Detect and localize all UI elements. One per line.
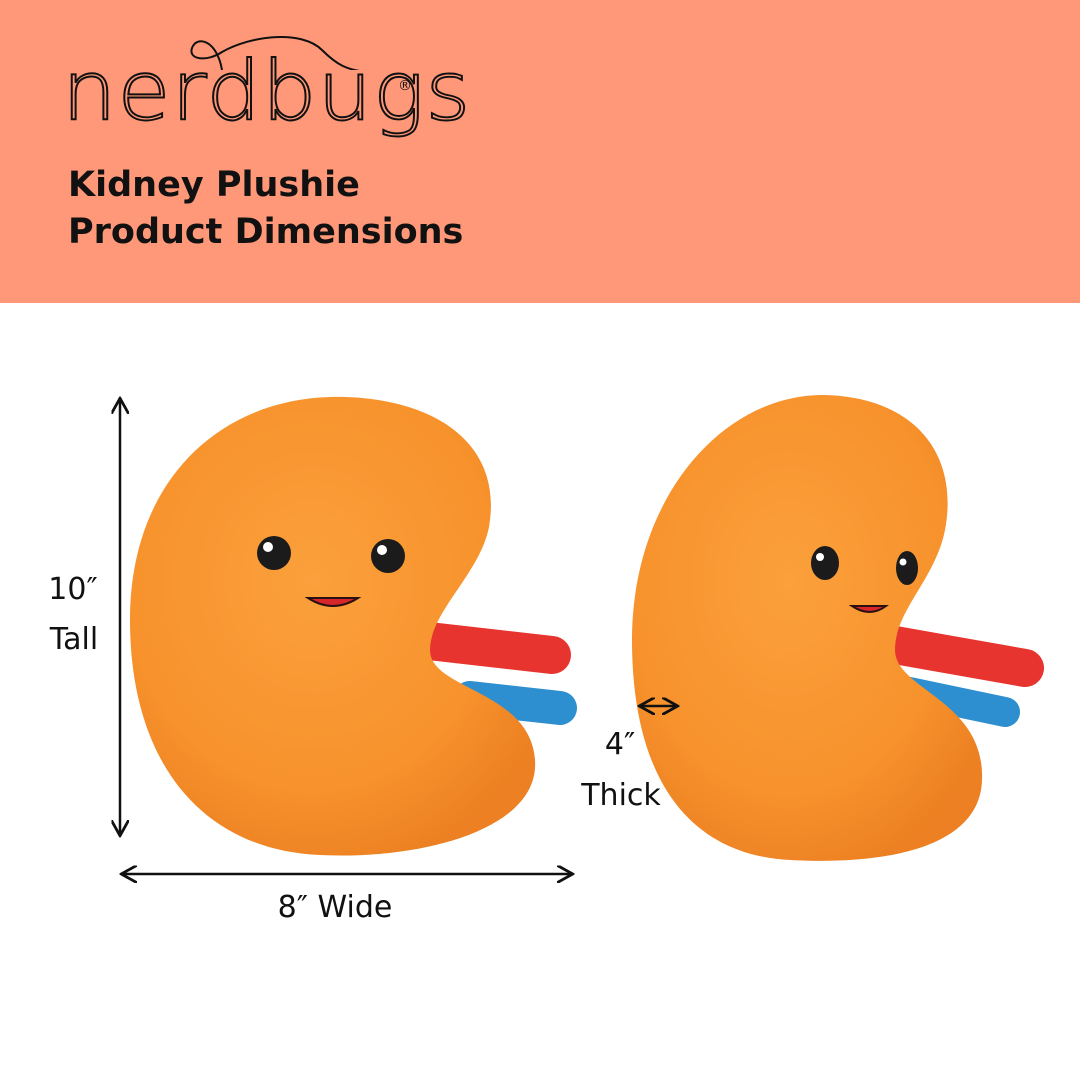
title-line-2: Product Dimensions <box>68 212 464 252</box>
nerdbugs-logo: nerdbugs ® <box>61 30 471 160</box>
kidney-body <box>130 396 536 856</box>
height-value: 10″ <box>48 572 98 607</box>
logo-swirl-icon <box>190 36 360 70</box>
thickness-label: Thick <box>581 778 661 813</box>
title-line-1: Kidney Plushie <box>68 165 360 205</box>
width-label: 8″ Wide <box>277 890 393 925</box>
logo-text: nerdbugs <box>61 44 472 141</box>
kidney-plush-front <box>130 396 577 856</box>
header-banner: nerdbugs ® Kidney Plushie Product Dimens… <box>0 0 1080 303</box>
kidney-body <box>632 395 983 861</box>
eye-left <box>257 536 291 570</box>
page-title: Kidney Plushie Product Dimensions <box>68 162 463 256</box>
eye-right <box>896 551 918 585</box>
mouth <box>848 605 890 613</box>
height-label: Tall <box>49 622 99 657</box>
registered-mark: ® <box>398 78 412 94</box>
eye-left <box>811 546 839 580</box>
thickness-value: 4″ <box>604 727 636 762</box>
mouth <box>304 597 362 607</box>
artery-red <box>401 621 571 674</box>
eye-right <box>371 539 405 573</box>
kidney-plush-angle <box>632 395 1044 861</box>
